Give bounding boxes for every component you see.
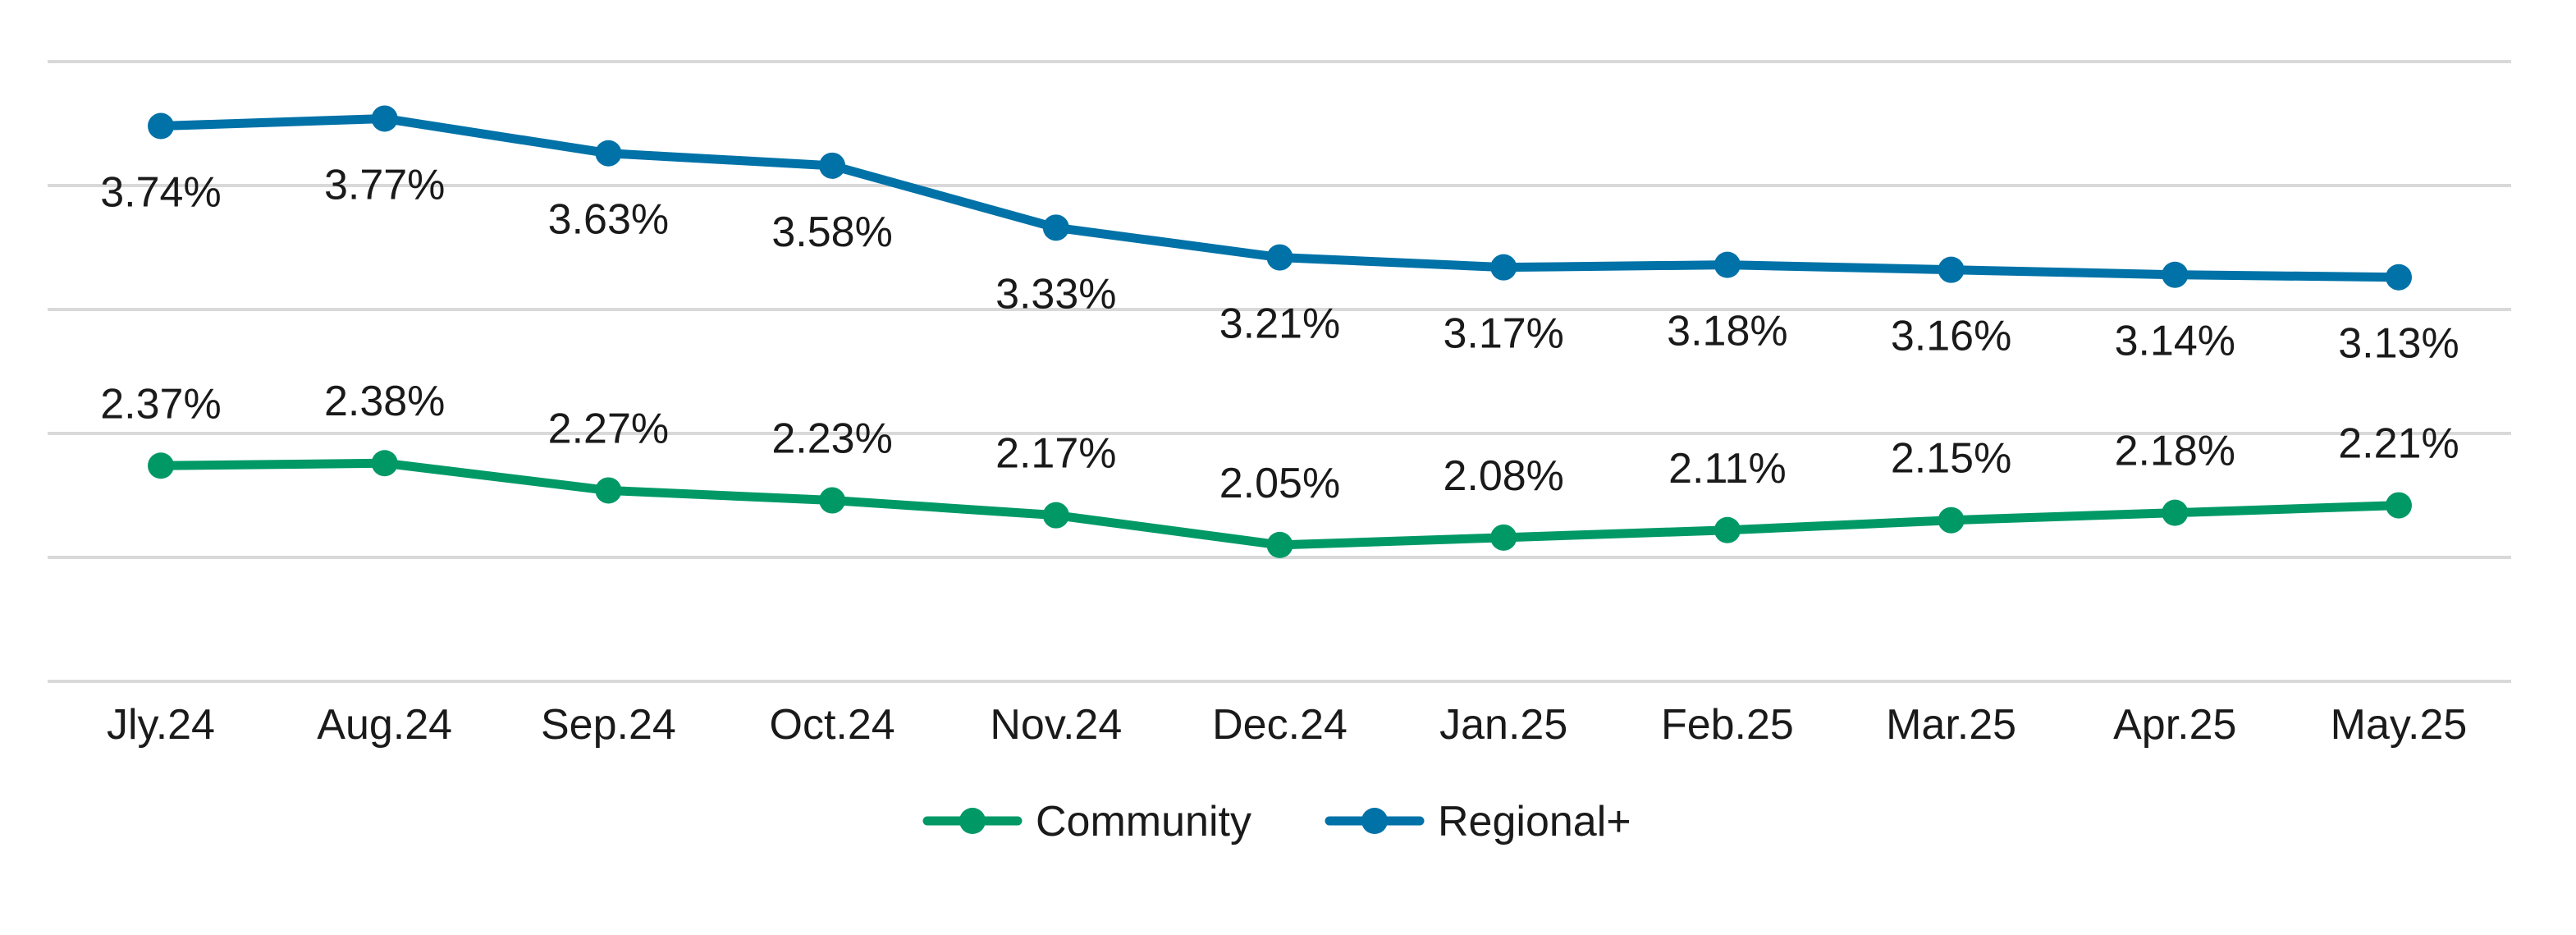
data-label: 3.58% <box>771 209 892 256</box>
x-tick-label: Oct.24 <box>770 701 895 749</box>
data-label: 2.38% <box>324 378 445 425</box>
series-group: 2.37% 2.38% 2.27% 2.23% 2.17% 2.05% 2.08% 2.11%… <box>100 105 2459 558</box>
series-community: 2.37% 2.38% 2.27% 2.23% 2.17% 2.05% 2.08% 2.11%… <box>100 378 2459 558</box>
data-label: 3.21% <box>1219 300 1340 348</box>
data-point <box>371 450 398 477</box>
data-label: 2.23% <box>771 415 892 463</box>
data-point <box>1490 254 1517 281</box>
data-label: 3.63% <box>548 196 669 244</box>
data-label: 3.18% <box>1667 308 1787 355</box>
x-axis-tick-labels: Jly.24 Aug.24 Sep.24 Oct.24 Nov.24 Dec.24 Jan.… <box>107 701 2467 749</box>
legend-label: Regional+ <box>1438 798 1631 846</box>
data-label: 2.18% <box>2115 428 2235 475</box>
x-tick-label: Apr.25 <box>2113 701 2236 749</box>
data-label: 3.14% <box>2115 318 2235 365</box>
x-tick-label: Sep.24 <box>541 701 676 749</box>
series-regional: 3.74% 3.77% 3.63% 3.58% 3.33% 3.21% 3.17% 3.18%… <box>100 105 2459 368</box>
data-point <box>2386 492 2412 519</box>
data-point <box>595 140 622 167</box>
x-tick-label: Nov.24 <box>990 701 1122 749</box>
legend-item-community: Community <box>922 798 1251 846</box>
gridlines <box>48 60 2511 683</box>
data-label: 3.33% <box>995 270 1116 318</box>
data-label: 3.16% <box>1891 313 2011 360</box>
data-point <box>819 487 846 514</box>
data-label: 2.17% <box>995 430 1116 478</box>
data-label: 2.37% <box>100 380 221 428</box>
data-point <box>148 112 174 140</box>
data-point <box>148 452 174 479</box>
legend-swatch-marker <box>959 808 986 834</box>
x-tick-label: Aug.24 <box>317 701 452 749</box>
data-point <box>819 152 846 179</box>
data-point <box>1266 531 1293 558</box>
data-point <box>1490 524 1517 551</box>
x-tick-label: Jly.24 <box>107 701 215 749</box>
legend: Community Regional+ <box>922 798 1631 846</box>
data-point <box>2162 499 2189 526</box>
x-tick-label: Jan.25 <box>1439 701 1567 749</box>
data-label: 2.05% <box>1219 460 1340 507</box>
data-point <box>1938 506 1965 534</box>
data-point <box>1714 251 1741 278</box>
data-label: 2.21% <box>2338 420 2459 468</box>
data-label: 2.27% <box>548 405 669 452</box>
data-label: 2.08% <box>1443 452 1563 500</box>
x-tick-label: May.25 <box>2331 701 2468 749</box>
data-label: 2.15% <box>1891 435 2011 483</box>
data-label: 3.74% <box>100 169 221 217</box>
data-point <box>1714 516 1741 543</box>
data-point <box>2162 261 2189 288</box>
data-label: 3.77% <box>324 161 445 209</box>
x-tick-label: Feb.25 <box>1661 701 1794 749</box>
data-label: 3.13% <box>2338 320 2459 368</box>
data-point <box>1938 256 1965 283</box>
x-tick-label: Mar.25 <box>1886 701 2016 749</box>
legend-item-regional: Regional+ <box>1325 798 1631 846</box>
data-point <box>2386 264 2412 291</box>
data-label: 2.11% <box>1668 445 1787 493</box>
x-tick-label: Dec.24 <box>1212 701 1347 749</box>
data-point <box>1266 244 1293 271</box>
data-point <box>595 477 622 504</box>
data-point <box>1042 214 1069 241</box>
legend-swatch-marker <box>1361 808 1388 834</box>
data-label: 3.17% <box>1443 310 1563 358</box>
data-point <box>1042 502 1069 529</box>
data-point <box>371 105 398 132</box>
legend-label: Community <box>1036 798 1251 846</box>
